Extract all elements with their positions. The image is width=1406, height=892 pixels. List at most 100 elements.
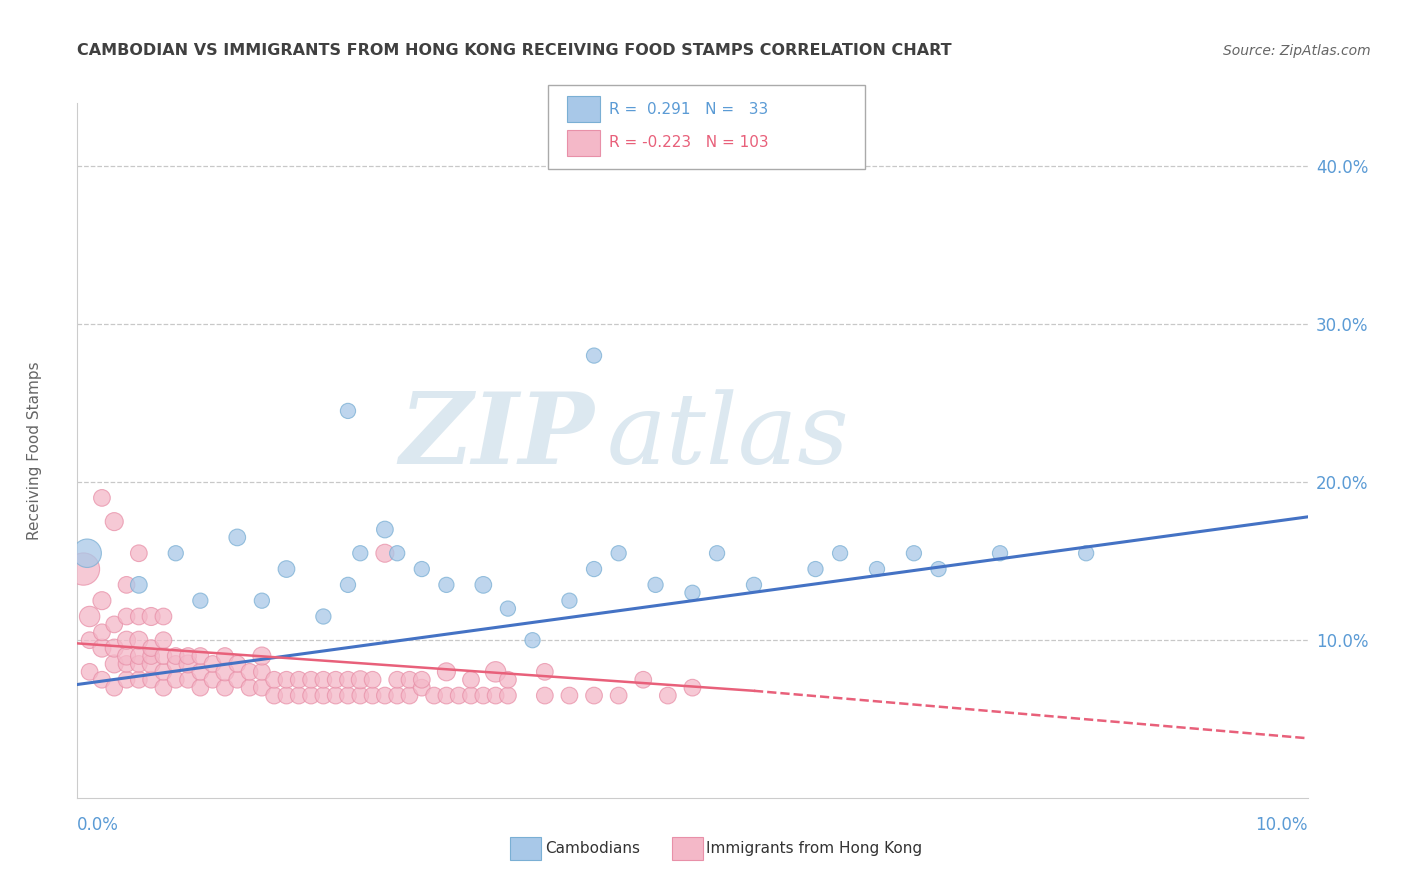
Point xyxy=(128,546,150,560)
Point xyxy=(534,689,557,703)
Point xyxy=(250,665,273,679)
Point xyxy=(188,681,212,695)
Point xyxy=(682,586,704,600)
Point xyxy=(558,689,581,703)
Point xyxy=(103,617,125,632)
Point xyxy=(165,657,187,671)
Point xyxy=(607,689,630,703)
Point xyxy=(374,689,396,703)
Point xyxy=(337,578,360,592)
Point xyxy=(472,578,495,592)
Point xyxy=(188,648,212,663)
Point xyxy=(607,546,630,560)
Point xyxy=(141,641,163,656)
Point xyxy=(522,633,544,648)
Point xyxy=(558,593,581,607)
Point xyxy=(361,673,384,687)
Point xyxy=(188,593,212,607)
Point xyxy=(115,578,138,592)
Point xyxy=(76,546,98,560)
Point xyxy=(90,673,114,687)
Text: ZIP: ZIP xyxy=(399,388,595,484)
Point xyxy=(128,609,150,624)
Point xyxy=(288,689,311,703)
Text: 10.0%: 10.0% xyxy=(1256,815,1308,834)
Point xyxy=(103,515,125,529)
Point xyxy=(90,593,114,607)
Point xyxy=(682,681,704,695)
Point xyxy=(312,609,335,624)
Point xyxy=(250,593,273,607)
Point xyxy=(226,530,249,544)
Point xyxy=(337,404,360,418)
Point xyxy=(866,562,889,576)
Point xyxy=(447,689,470,703)
Point xyxy=(349,689,371,703)
Point xyxy=(79,609,101,624)
Point xyxy=(128,633,150,648)
Point xyxy=(411,562,433,576)
Point xyxy=(239,665,262,679)
Point xyxy=(239,681,262,695)
Point xyxy=(141,657,163,671)
Point xyxy=(128,673,150,687)
Point xyxy=(385,673,409,687)
Point xyxy=(250,648,273,663)
Point xyxy=(90,491,114,505)
Point xyxy=(263,673,285,687)
Point xyxy=(201,673,224,687)
Point xyxy=(460,673,482,687)
Point xyxy=(165,648,187,663)
Point xyxy=(103,641,125,656)
Point xyxy=(583,349,606,363)
Text: 0.0%: 0.0% xyxy=(77,815,120,834)
Text: R = -0.223   N = 103: R = -0.223 N = 103 xyxy=(609,136,769,150)
Point xyxy=(398,689,420,703)
Point xyxy=(988,546,1011,560)
Point xyxy=(79,665,101,679)
Point xyxy=(361,689,384,703)
Point xyxy=(141,609,163,624)
Point xyxy=(337,673,360,687)
Point xyxy=(472,689,495,703)
Point xyxy=(534,665,557,679)
Point xyxy=(141,673,163,687)
Point xyxy=(460,689,482,703)
Point xyxy=(250,681,273,695)
Point xyxy=(349,673,371,687)
Point xyxy=(496,601,519,615)
Text: atlas: atlas xyxy=(606,389,849,484)
Point xyxy=(103,681,125,695)
Point xyxy=(177,648,200,663)
Point xyxy=(742,578,765,592)
Point xyxy=(128,648,150,663)
Point xyxy=(436,689,458,703)
Point xyxy=(337,689,360,703)
Point xyxy=(115,633,138,648)
Point xyxy=(115,648,138,663)
Point xyxy=(152,648,174,663)
Point xyxy=(583,689,606,703)
Point xyxy=(374,546,396,560)
Text: Immigrants from Hong Kong: Immigrants from Hong Kong xyxy=(706,841,922,855)
Point xyxy=(325,689,347,703)
Point xyxy=(214,665,236,679)
Point xyxy=(214,648,236,663)
Point xyxy=(830,546,852,560)
Point xyxy=(103,657,125,671)
Text: Cambodians: Cambodians xyxy=(546,841,641,855)
Point xyxy=(90,625,114,640)
Point xyxy=(226,657,249,671)
Point xyxy=(201,657,224,671)
Point xyxy=(165,546,187,560)
Point xyxy=(128,657,150,671)
Point xyxy=(79,633,101,648)
Point xyxy=(152,633,174,648)
Point xyxy=(374,523,396,537)
Point xyxy=(165,673,187,687)
Point xyxy=(398,673,420,687)
Point xyxy=(496,673,519,687)
Point xyxy=(128,578,150,592)
Point xyxy=(299,673,322,687)
Text: CAMBODIAN VS IMMIGRANTS FROM HONG KONG RECEIVING FOOD STAMPS CORRELATION CHART: CAMBODIAN VS IMMIGRANTS FROM HONG KONG R… xyxy=(77,43,952,58)
